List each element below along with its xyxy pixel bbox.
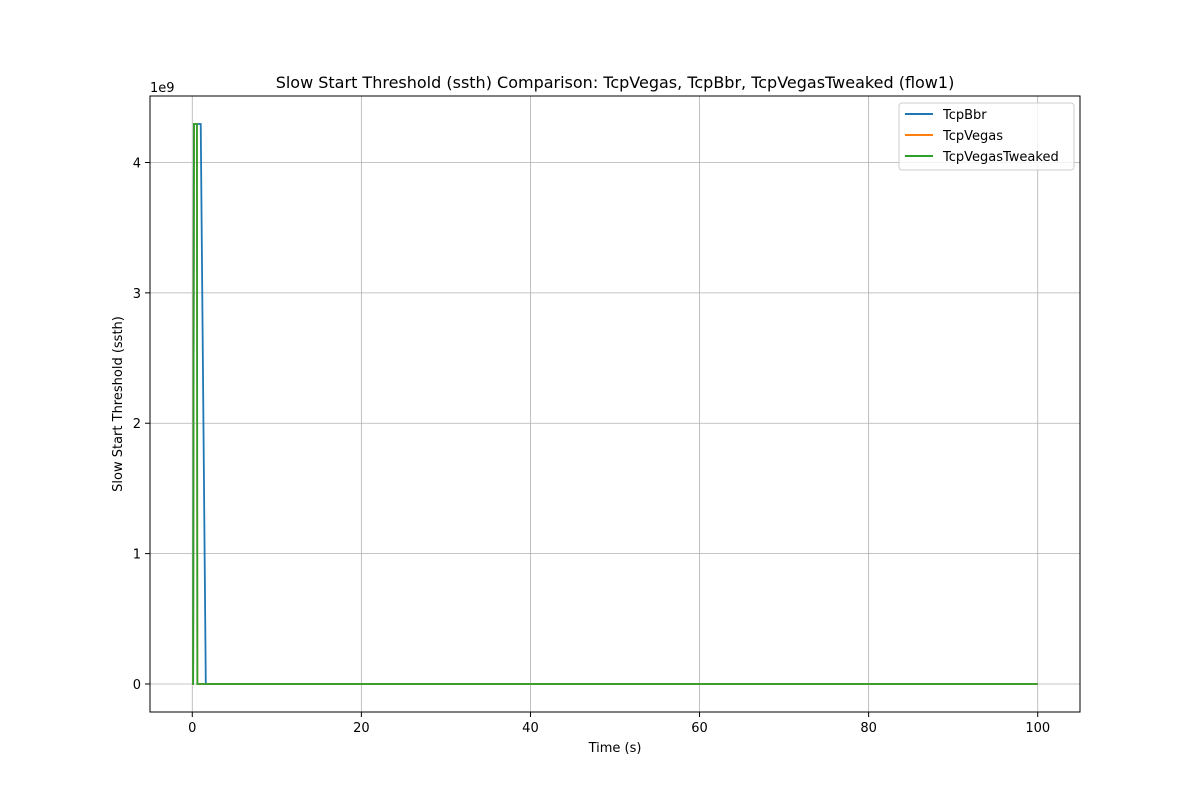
series-line-tcpvegastweaked: [192, 123, 1038, 685]
y-tick-label: 1: [133, 548, 141, 563]
legend-label: TcpVegas: [942, 129, 1003, 144]
y-tick-label: 0: [133, 678, 141, 693]
x-axis: 0 20 40 60 80 100: [188, 712, 1050, 736]
legend-label: TcpBbr: [942, 108, 987, 123]
x-tick-label: 0: [188, 721, 196, 736]
y-tick-label: 4: [133, 156, 141, 171]
y-tick-label: 2: [133, 417, 141, 432]
x-tick-label: 40: [522, 721, 539, 736]
plot-frame: [149, 95, 1081, 713]
x-tick-label: 20: [353, 721, 370, 736]
legend: TcpBbr TcpVegas TcpVegasTweaked: [898, 102, 1075, 171]
series-lines: [192, 123, 1038, 685]
y-offset-label: 1e9: [150, 81, 175, 96]
x-axis-label: Time (s): [588, 741, 642, 756]
y-axis-label: Slow Start Threshold (ssth): [111, 316, 126, 492]
y-axis: 0 1 2 3 4: [133, 156, 150, 693]
x-tick-label: 80: [860, 721, 877, 736]
chart-title: Slow Start Threshold (ssth) Comparison: …: [276, 73, 955, 92]
x-tick-label: 100: [1025, 721, 1050, 736]
x-tick-label: 60: [691, 721, 708, 736]
legend-label: TcpVegasTweaked: [942, 150, 1059, 165]
legend-box: [898, 102, 1075, 171]
y-tick-label: 3: [133, 287, 141, 302]
